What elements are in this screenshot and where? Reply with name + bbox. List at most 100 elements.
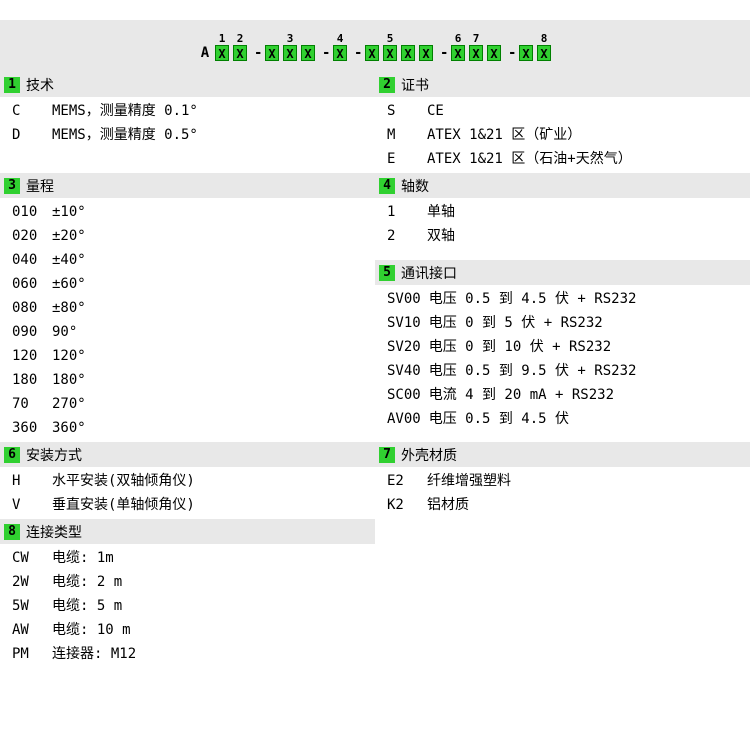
- orderkey-prefix: A: [198, 44, 214, 62]
- spec-code: AW: [12, 618, 44, 642]
- spec-desc: CE: [427, 99, 444, 123]
- section-title: 通讯接口: [401, 263, 457, 283]
- spec-row: 09090°: [12, 320, 375, 344]
- section-title: 连接类型: [26, 522, 82, 542]
- spec-code: 090: [12, 320, 44, 344]
- spec-row: 2W电缆: 2 m: [12, 570, 375, 594]
- order-key-row: .A1X2X.-.X3X.X.-4X.-.X5X.X.X.-6X7X.X.-.X…: [0, 32, 750, 62]
- section-title: 安装方式: [26, 445, 82, 465]
- spec-code: 1: [387, 200, 419, 224]
- spec-code: S: [387, 99, 419, 123]
- spec-row: EATEX 1&21 区（石油+天然气）: [387, 147, 750, 171]
- spec-row: 120120°: [12, 344, 375, 368]
- orderkey-cell: .X: [264, 33, 280, 62]
- spec-row: 040 ±40°: [12, 248, 375, 272]
- spec-code: AV00: [387, 407, 421, 431]
- spec-row: 080 ±80°: [12, 296, 375, 320]
- section-title: 技术: [26, 75, 54, 95]
- section-header: 6安装方式: [0, 442, 375, 467]
- orderkey-cell: 5X: [382, 33, 398, 62]
- orderkey-cell: .X: [418, 33, 434, 62]
- section-header: 8 连接类型: [0, 519, 375, 544]
- orderkey-group: .X5X.X.X: [364, 33, 434, 62]
- section-s1: 1技术CMEMS，测量精度 0.1°DMEMS，测量精度 0.5°: [0, 72, 375, 173]
- section-title: 证书: [401, 75, 429, 95]
- spec-desc: MEMS，测量精度 0.1°: [52, 99, 198, 123]
- spec-code: 080: [12, 296, 44, 320]
- section-number: 8: [4, 524, 20, 540]
- orderkey-separator: -: [502, 44, 518, 62]
- spec-code: SV10: [387, 311, 421, 335]
- spec-code: M: [387, 123, 419, 147]
- spec-desc: 电缆: 2 m: [52, 570, 122, 594]
- section-header: 3量程: [0, 173, 375, 198]
- spec-row: SC00 电流 4 到 20 mA + RS232: [387, 383, 750, 407]
- spec-desc: 360°: [52, 416, 86, 440]
- section-header: 1技术: [0, 72, 375, 97]
- spec-code: 040: [12, 248, 44, 272]
- spec-code: 360: [12, 416, 44, 440]
- orderkey-cell: 7X: [468, 33, 484, 62]
- spec-code: V: [12, 493, 44, 517]
- section-body: 1单轴2双轴: [383, 198, 750, 250]
- spec-desc: 270°: [52, 392, 86, 416]
- spec-code: SC00: [387, 383, 421, 407]
- spec-desc: 双轴: [427, 224, 455, 248]
- spec-desc: 电缆: 5 m: [52, 594, 122, 618]
- section-s5: 5 通讯接口 SV00电压 0.5 到 4.5 伏 + RS232SV10 电压 0 …: [375, 260, 750, 443]
- section-number: 5: [379, 265, 395, 281]
- orderkey-cell: .X: [300, 33, 316, 62]
- orderkey-cell: .X: [518, 33, 534, 62]
- spec-desc: 180°: [52, 368, 86, 392]
- section-number: 2: [379, 77, 395, 93]
- spec-code: 180: [12, 368, 44, 392]
- section-title: 量程: [26, 176, 54, 196]
- spec-row: AV00 电压 0.5 到 4.5 伏: [387, 407, 750, 431]
- spec-code: H: [12, 469, 44, 493]
- spec-row: SV40电压 0.5 到 9.5 伏 + RS232: [387, 359, 750, 383]
- spec-desc: 电流 4 到 20 mA + RS232: [429, 383, 614, 407]
- spec-code: 010: [12, 200, 44, 224]
- orderkey-cell: 3X: [282, 33, 298, 62]
- orderkey-separator: -: [316, 44, 332, 62]
- spec-row: M ATEX 1&21 区（矿业）: [387, 123, 750, 147]
- orderkey-cell: .X: [400, 33, 416, 62]
- orderkey-cell: 6X: [450, 33, 466, 62]
- spec-desc: 电压 0.5 到 9.5 伏 + RS232: [429, 359, 637, 383]
- spec-desc: ±10°: [52, 200, 86, 224]
- spec-row: SV00电压 0.5 到 4.5 伏 + RS232: [387, 287, 750, 311]
- section-s3: 3量程010±10°020±20°040±40°060±60°080±80°09…: [0, 173, 375, 442]
- section-body: CMEMS，测量精度 0.1°DMEMS，测量精度 0.5°: [8, 97, 375, 149]
- spec-code: E: [387, 147, 419, 171]
- sections-grid: 1技术CMEMS，测量精度 0.1°DMEMS，测量精度 0.5°2证书SCEM…: [0, 72, 750, 668]
- section-body: H水平安装(双轴倾角仪)V垂直安装(单轴倾角仪): [8, 467, 375, 519]
- spec-row: 010 ±10°: [12, 200, 375, 224]
- orderkey-group: .X3X.X: [264, 33, 316, 62]
- orderkey-group: 6X7X.X: [450, 33, 502, 62]
- spec-desc: ATEX 1&21 区（矿业）: [427, 123, 581, 147]
- spec-code: SV00: [387, 287, 421, 311]
- spec-desc: 纤维增强塑料: [427, 469, 511, 493]
- spec-code: 2: [387, 224, 419, 248]
- section-s6: 6安装方式H水平安装(双轴倾角仪)V垂直安装(单轴倾角仪): [0, 442, 375, 519]
- spec-desc: 电压 0.5 到 4.5 伏: [429, 407, 569, 431]
- spec-desc: 电压 0 到 5 伏 + RS232: [429, 311, 603, 335]
- orderkey-group: 1X2X: [214, 33, 248, 62]
- spec-code: 020: [12, 224, 44, 248]
- spec-row: CMEMS，测量精度 0.1°: [12, 99, 375, 123]
- page: .A1X2X.-.X3X.X.-4X.-.X5X.X.X.-6X7X.X.-.X…: [0, 0, 750, 708]
- orderkey-separator: -: [434, 44, 450, 62]
- section-header: 7外壳材质: [375, 442, 750, 467]
- spec-desc: 水平安装(双轴倾角仪): [52, 469, 195, 493]
- section-header: 5 通讯接口: [375, 260, 750, 285]
- spec-row: SV20电压 0 到 10 伏 + RS232: [387, 335, 750, 359]
- spec-desc: ±40°: [52, 248, 86, 272]
- section-title: 外壳材质: [401, 445, 457, 465]
- section-s4: 4轴数1单轴2双轴: [375, 173, 750, 260]
- spec-desc: 连接器: M12: [52, 642, 136, 666]
- section-s8: 8连接类型CW电缆: 1m2W电缆: 2 m5W电缆: 5 mAW电缆: 10 …: [0, 519, 375, 668]
- spec-row: H 水平安装(双轴倾角仪): [12, 469, 375, 493]
- orderkey-cell: .X: [364, 33, 380, 62]
- spec-desc: ±80°: [52, 296, 86, 320]
- section-body: SV00电压 0.5 到 4.5 伏 + RS232SV10 电压 0 到 5 伏…: [383, 285, 750, 433]
